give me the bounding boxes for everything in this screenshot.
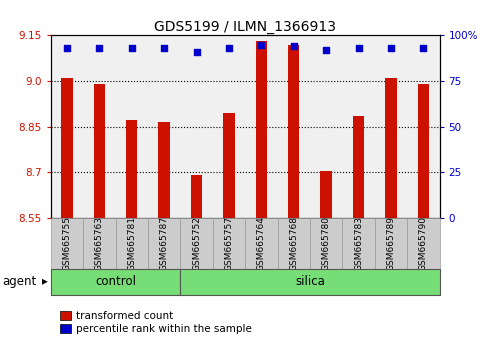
Bar: [51, 269, 180, 295]
Point: [290, 44, 298, 49]
Bar: [83, 218, 115, 269]
Point: [63, 45, 71, 51]
Text: GSM665764: GSM665764: [257, 216, 266, 271]
Bar: [418, 84, 429, 218]
Point: [160, 45, 168, 51]
Bar: [158, 122, 170, 218]
Bar: [191, 175, 202, 218]
Title: GDS5199 / ILMN_1366913: GDS5199 / ILMN_1366913: [154, 21, 336, 34]
Bar: [94, 84, 105, 218]
Text: GSM665755: GSM665755: [62, 216, 71, 271]
Bar: [342, 218, 375, 269]
Bar: [407, 218, 440, 269]
Point: [322, 47, 330, 53]
Bar: [126, 120, 137, 218]
Text: GSM665757: GSM665757: [225, 216, 233, 271]
Bar: [148, 218, 180, 269]
Bar: [213, 218, 245, 269]
Polygon shape: [42, 279, 48, 285]
Point: [355, 45, 362, 51]
Point: [419, 45, 427, 51]
Text: GSM665752: GSM665752: [192, 216, 201, 271]
Bar: [320, 171, 332, 218]
Text: control: control: [95, 275, 136, 288]
Point: [257, 42, 265, 47]
Bar: [180, 269, 440, 295]
Bar: [353, 116, 364, 218]
Text: GSM665790: GSM665790: [419, 216, 428, 271]
Bar: [256, 41, 267, 218]
Bar: [375, 218, 407, 269]
Text: GSM665780: GSM665780: [322, 216, 331, 271]
Point: [387, 45, 395, 51]
Bar: [288, 45, 299, 218]
Point: [193, 49, 200, 55]
Text: GSM665768: GSM665768: [289, 216, 298, 271]
Bar: [61, 78, 72, 218]
Text: GSM665789: GSM665789: [386, 216, 396, 271]
Bar: [385, 78, 397, 218]
Bar: [278, 218, 310, 269]
Text: GSM665763: GSM665763: [95, 216, 104, 271]
Text: GSM665781: GSM665781: [127, 216, 136, 271]
Text: GSM665783: GSM665783: [354, 216, 363, 271]
Point: [128, 45, 136, 51]
Bar: [115, 218, 148, 269]
Legend: transformed count, percentile rank within the sample: transformed count, percentile rank withi…: [56, 307, 256, 338]
Bar: [51, 218, 83, 269]
Text: silica: silica: [295, 275, 325, 288]
Bar: [223, 113, 235, 218]
Point: [225, 45, 233, 51]
Bar: [310, 218, 342, 269]
Bar: [245, 218, 278, 269]
Point: [96, 45, 103, 51]
Bar: [180, 218, 213, 269]
Text: GSM665787: GSM665787: [159, 216, 169, 271]
Text: agent: agent: [2, 275, 37, 288]
